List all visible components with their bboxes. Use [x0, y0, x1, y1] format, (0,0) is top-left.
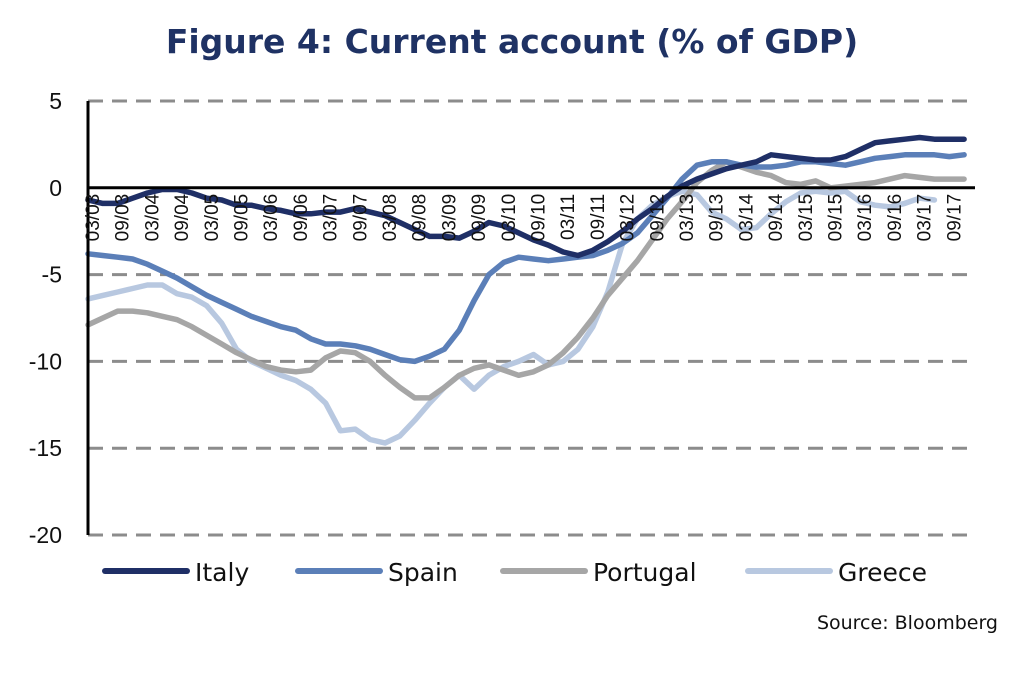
y-tick-label: -10 [29, 348, 62, 374]
x-tick-label: 09/14 [766, 193, 787, 241]
x-tick-label: 03/10 [499, 194, 520, 242]
y-tick-label: 0 [49, 175, 62, 201]
x-tick-label: 09/15 [826, 194, 847, 242]
x-tick-label: 03/03 [83, 194, 104, 242]
gridlines [88, 99, 975, 537]
x-tick-label: 09/08 [410, 194, 431, 242]
series-lines [85, 134, 967, 446]
x-tick-label: 09/10 [529, 194, 550, 242]
series-line-italy [85, 134, 967, 259]
series-line-greece [85, 188, 938, 446]
x-tick-label: 09/16 [885, 194, 906, 242]
x-tick-label: 09/13 [707, 194, 728, 242]
x-tick-label: 09/03 [113, 194, 134, 242]
x-tick-label: 03/17 [915, 194, 936, 242]
x-tick-label: 09/12 [647, 194, 668, 242]
legend-label-italy: Italy [195, 558, 249, 587]
x-tick-label: 03/08 [380, 194, 401, 242]
x-tick-label: 03/04 [142, 193, 163, 241]
x-tick-label: 03/11 [558, 194, 579, 240]
legend-label-greece: Greece [838, 558, 927, 587]
legend-label-portugal: Portugal [593, 558, 697, 587]
x-tick-label: 09/17 [944, 194, 965, 242]
x-tick-label: 09/07 [350, 194, 371, 242]
x-axis-tick-labels: 03/03 09/03 03/04 09/04 03/05 09/05 03/06 09/06… [83, 193, 965, 241]
chart-title: Figure 4: Current account (% of GDP) [165, 22, 859, 61]
y-tick-label: -5 [42, 262, 62, 288]
legend-label-spain: Spain [388, 558, 458, 587]
x-tick-label: 03/13 [677, 194, 698, 242]
y-tick-label: -15 [29, 435, 62, 461]
y-tick-label: -20 [29, 522, 62, 548]
x-tick-label: 09/06 [291, 194, 312, 242]
x-tick-label: 03/06 [261, 194, 282, 242]
x-tick-label: 03/16 [855, 194, 876, 242]
x-tick-label: 09/05 [232, 194, 253, 242]
x-tick-label: 03/05 [202, 194, 223, 242]
series-line-portugal [85, 159, 967, 401]
legend: Italy Spain Portugal Greece [102, 558, 927, 587]
x-tick-label: 03/14 [736, 193, 757, 241]
x-tick-label: 03/09 [439, 194, 460, 242]
x-tick-label: 03/12 [618, 194, 639, 242]
source-note: Source: Bloomberg [816, 612, 998, 634]
y-tick-label: 5 [49, 88, 62, 114]
x-tick-label: 03/07 [321, 194, 342, 242]
x-tick-label: 09/11 [588, 194, 609, 240]
x-tick-label: 09/09 [469, 194, 490, 242]
x-tick-label: 03/15 [796, 194, 817, 242]
y-axis-tick-labels: 5 0 -5 -10 -15 -20 [29, 88, 62, 548]
x-tick-label: 09/04 [172, 193, 193, 241]
